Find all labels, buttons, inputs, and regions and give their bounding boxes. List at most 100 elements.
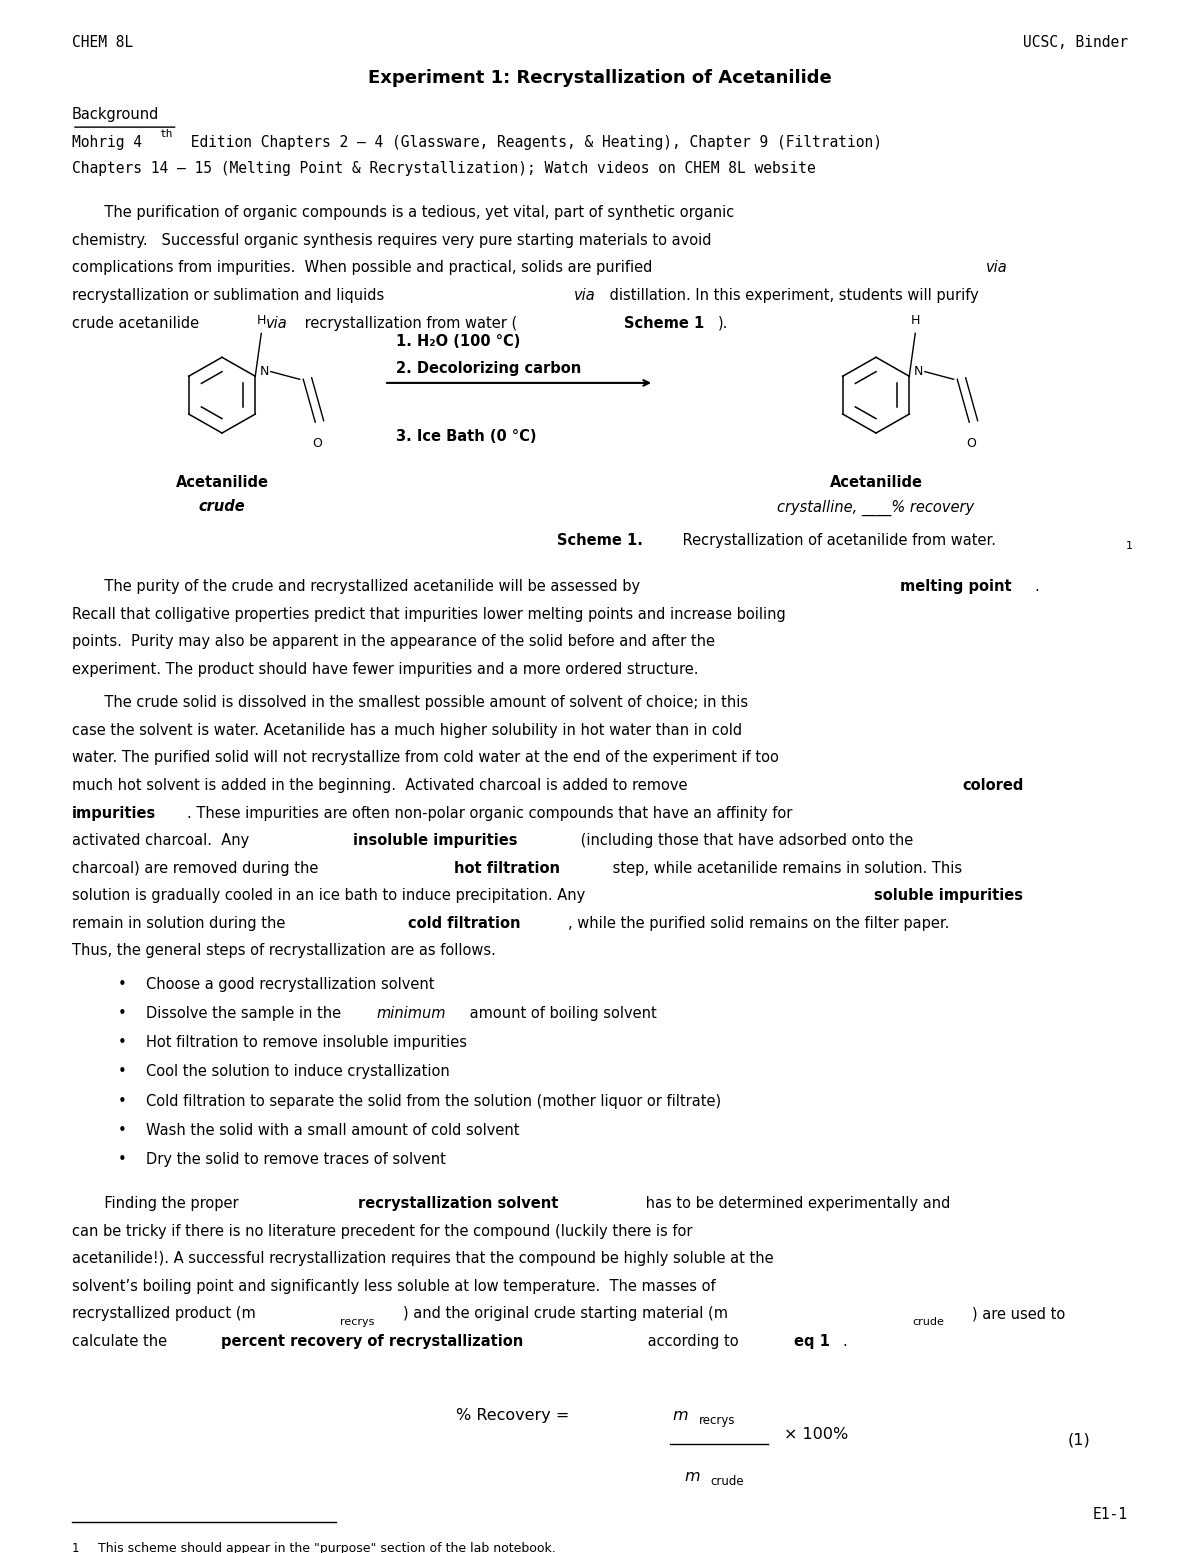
Text: 1: 1 [1126, 540, 1133, 551]
Text: recrystallization or sublimation and liquids: recrystallization or sublimation and liq… [72, 287, 389, 303]
Text: . These impurities are often non-polar organic compounds that have an affinity f: . These impurities are often non-polar o… [187, 806, 792, 820]
Text: crude: crude [912, 1317, 944, 1328]
Text: Mohrig 4: Mohrig 4 [72, 135, 142, 149]
Text: via: via [266, 315, 288, 331]
Text: Acetanilide: Acetanilide [175, 475, 269, 489]
Text: The purification of organic compounds is a tedious, yet vital, part of synthetic: The purification of organic compounds is… [72, 205, 734, 221]
Text: The purity of the crude and recrystallized acetanilide will be assessed by: The purity of the crude and recrystalliz… [72, 579, 644, 593]
Text: calculate the: calculate the [72, 1334, 172, 1350]
Text: according to: according to [643, 1334, 744, 1350]
Text: (including those that have adsorbed onto the: (including those that have adsorbed onto… [576, 834, 913, 848]
Text: The crude solid is dissolved in the smallest possible amount of solvent of choic: The crude solid is dissolved in the smal… [72, 696, 748, 710]
Text: colored: colored [962, 778, 1024, 794]
Text: Finding the proper: Finding the proper [72, 1196, 244, 1211]
Text: O: O [967, 438, 977, 450]
Text: eq 1: eq 1 [794, 1334, 830, 1350]
Text: Background: Background [72, 107, 160, 123]
Text: distillation. In this experiment, students will purify: distillation. In this experiment, studen… [605, 287, 978, 303]
Text: acetanilide!). A successful recrystallization requires that the compound be high: acetanilide!). A successful recrystalliz… [72, 1252, 774, 1266]
Text: .: . [1034, 579, 1039, 593]
Text: recrys: recrys [340, 1317, 374, 1328]
Text: •: • [118, 1036, 127, 1050]
Text: Wash the solid with a small amount of cold solvent: Wash the solid with a small amount of co… [146, 1123, 520, 1138]
Text: crude: crude [710, 1475, 744, 1488]
Text: O: O [313, 438, 323, 450]
Text: via: via [574, 287, 595, 303]
Text: % Recovery =: % Recovery = [456, 1407, 569, 1423]
Text: complications from impurities.  When possible and practical, solids are purified: complications from impurities. When poss… [72, 261, 658, 275]
Text: amount of boiling solvent: amount of boiling solvent [466, 1006, 656, 1022]
Text: Cold filtration to separate the solid from the solution (mother liquor or filtra: Cold filtration to separate the solid fr… [146, 1093, 721, 1109]
Text: Thus, the general steps of recrystallization are as follows.: Thus, the general steps of recrystalliza… [72, 944, 496, 958]
Text: crude: crude [199, 500, 245, 514]
Text: Experiment 1: Recrystallization of Acetanilide: Experiment 1: Recrystallization of Aceta… [368, 68, 832, 87]
Text: Cool the solution to induce crystallization: Cool the solution to induce crystallizat… [146, 1064, 450, 1079]
Text: This scheme should appear in the "purpose" section of the lab notebook.: This scheme should appear in the "purpos… [94, 1542, 556, 1553]
Text: E1-1: E1-1 [1093, 1506, 1128, 1522]
Text: points.  Purity may also be apparent in the appearance of the solid before and a: points. Purity may also be apparent in t… [72, 634, 715, 649]
Text: solvent’s boiling point and significantly less soluble at low temperature.  The : solvent’s boiling point and significantl… [72, 1280, 715, 1294]
Text: Scheme 1: Scheme 1 [624, 315, 704, 331]
Text: Recall that colligative properties predict that impurities lower melting points : Recall that colligative properties predi… [72, 607, 786, 621]
Text: H: H [257, 314, 266, 328]
Text: soluble impurities: soluble impurities [874, 888, 1022, 904]
Text: Dry the solid to remove traces of solvent: Dry the solid to remove traces of solven… [146, 1152, 446, 1166]
Text: recrys: recrys [698, 1413, 734, 1427]
Text: UCSC, Binder: UCSC, Binder [1022, 36, 1128, 50]
Text: water. The purified solid will not recrystallize from cold water at the end of t: water. The purified solid will not recry… [72, 750, 779, 766]
Text: m: m [684, 1469, 700, 1483]
Text: Hot filtration to remove insoluble impurities: Hot filtration to remove insoluble impur… [146, 1036, 468, 1050]
Text: cold filtration: cold filtration [408, 916, 521, 930]
Text: , while the purified solid remains on the filter paper.: , while the purified solid remains on th… [568, 916, 949, 930]
Text: recrystallization from water (: recrystallization from water ( [300, 315, 517, 331]
Text: experiment. The product should have fewer impurities and a more ordered structur: experiment. The product should have fewe… [72, 662, 698, 677]
Text: minimum: minimum [377, 1006, 446, 1022]
Text: m: m [672, 1407, 688, 1423]
Text: th: th [160, 129, 173, 138]
Text: case the solvent is water. Acetanilide has a much higher solubility in hot water: case the solvent is water. Acetanilide h… [72, 724, 742, 738]
Text: •: • [118, 977, 127, 992]
Text: N: N [914, 365, 924, 377]
Text: percent recovery of recrystallization: percent recovery of recrystallization [221, 1334, 523, 1350]
Text: •: • [118, 1006, 127, 1022]
Text: Recrystallization of acetanilide from water.: Recrystallization of acetanilide from wa… [678, 533, 996, 548]
Text: impurities: impurities [72, 806, 156, 820]
Text: •: • [118, 1064, 127, 1079]
Text: crystalline, ____% recovery: crystalline, ____% recovery [778, 500, 974, 516]
Text: 1. H₂O (100 °C): 1. H₂O (100 °C) [396, 334, 521, 349]
Text: CHEM 8L: CHEM 8L [72, 36, 133, 50]
Text: Dissolve the sample in the: Dissolve the sample in the [146, 1006, 346, 1022]
Text: can be tricky if there is no literature precedent for the compound (luckily ther: can be tricky if there is no literature … [72, 1224, 692, 1239]
Text: ) are used to: ) are used to [972, 1306, 1066, 1322]
Text: via: via [986, 261, 1008, 275]
Text: charcoal) are removed during the: charcoal) are removed during the [72, 860, 323, 876]
Text: 1: 1 [72, 1542, 79, 1553]
Text: .: . [842, 1334, 847, 1350]
Text: •: • [118, 1152, 127, 1166]
Text: N: N [260, 365, 270, 377]
Text: (1): (1) [1068, 1432, 1091, 1447]
Text: Edition Chapters 2 – 4 (Glassware, Reagents, & Heating), Chapter 9 (Filtration): Edition Chapters 2 – 4 (Glassware, Reage… [182, 135, 882, 149]
Text: step, while acetanilide remains in solution. This: step, while acetanilide remains in solut… [608, 860, 962, 876]
Text: 3. Ice Bath (0 °C): 3. Ice Bath (0 °C) [396, 429, 536, 444]
Text: H: H [911, 314, 920, 328]
Text: •: • [118, 1123, 127, 1138]
Text: 2. Decolorizing carbon: 2. Decolorizing carbon [396, 362, 581, 376]
Text: activated charcoal.  Any: activated charcoal. Any [72, 834, 254, 848]
Text: remain in solution during the: remain in solution during the [72, 916, 290, 930]
Text: ).: ). [718, 315, 728, 331]
Text: ) and the original crude starting material (m: ) and the original crude starting materi… [403, 1306, 728, 1322]
Text: chemistry.   Successful organic synthesis requires very pure starting materials : chemistry. Successful organic synthesis … [72, 233, 712, 248]
Text: much hot solvent is added in the beginning.  Activated charcoal is added to remo: much hot solvent is added in the beginni… [72, 778, 692, 794]
Text: recrystallized product (m: recrystallized product (m [72, 1306, 256, 1322]
Text: hot filtration: hot filtration [454, 860, 559, 876]
Text: Scheme 1.: Scheme 1. [557, 533, 643, 548]
Text: melting point: melting point [900, 579, 1012, 593]
Text: crude acetanilide: crude acetanilide [72, 315, 204, 331]
Text: •: • [118, 1093, 127, 1109]
Text: Acetanilide: Acetanilide [829, 475, 923, 489]
Text: has to be determined experimentally and: has to be determined experimentally and [641, 1196, 950, 1211]
Text: Chapters 14 – 15 (Melting Point & Recrystallization); Watch videos on CHEM 8L we: Chapters 14 – 15 (Melting Point & Recrys… [72, 162, 816, 175]
Text: Choose a good recrystallization solvent: Choose a good recrystallization solvent [146, 977, 434, 992]
Text: solution is gradually cooled in an ice bath to induce precipitation. Any: solution is gradually cooled in an ice b… [72, 888, 590, 904]
